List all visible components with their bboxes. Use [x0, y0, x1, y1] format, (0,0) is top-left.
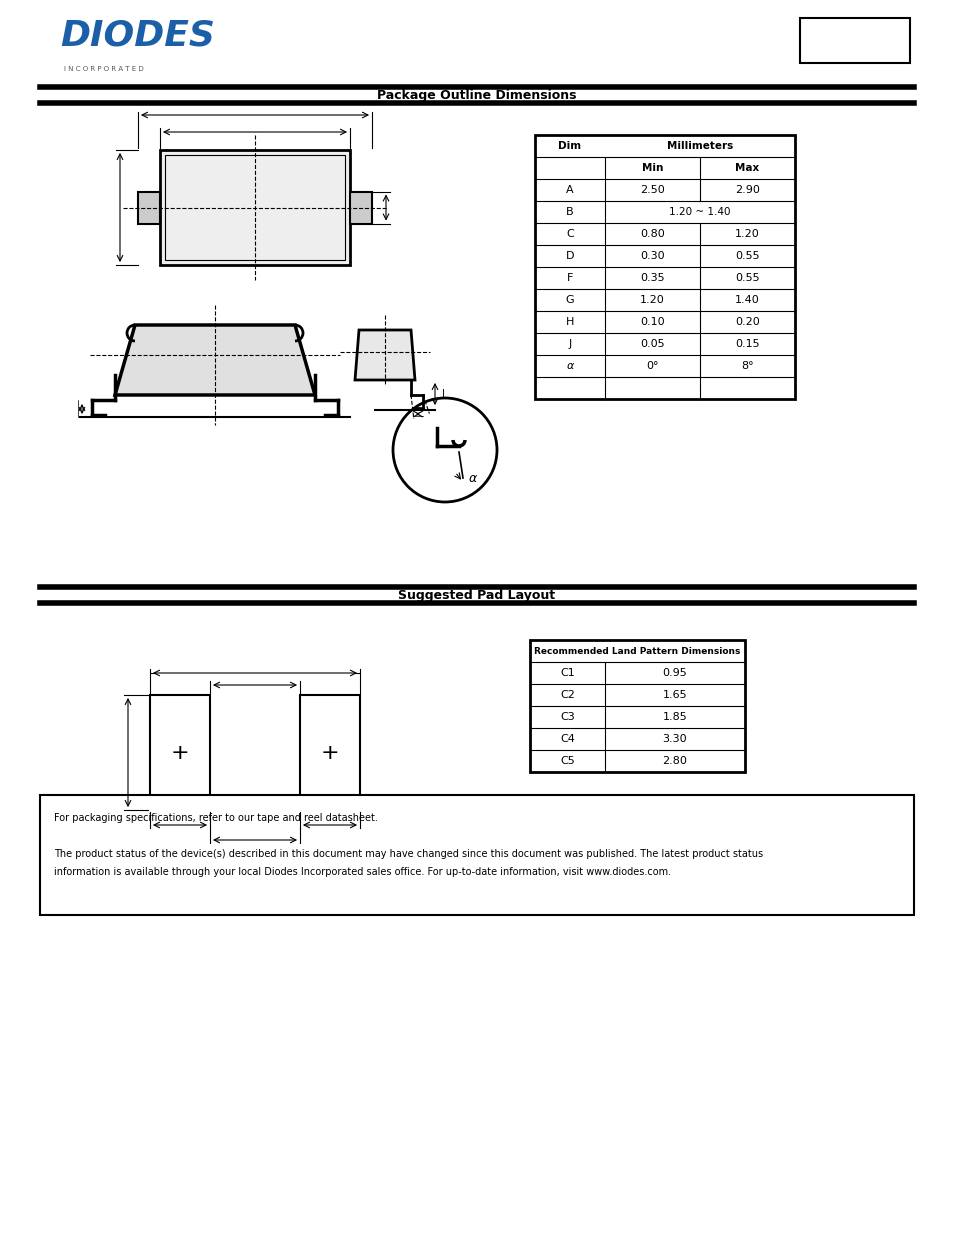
Text: Recommended Land Pattern Dimensions: Recommended Land Pattern Dimensions	[534, 646, 740, 656]
Text: J: J	[568, 338, 571, 350]
Text: 0.05: 0.05	[639, 338, 664, 350]
Polygon shape	[115, 325, 314, 395]
Text: Max: Max	[735, 163, 759, 173]
Bar	[299, 695, 359, 810]
Text: 0.20: 0.20	[735, 317, 760, 327]
Text: 2.90: 2.90	[735, 185, 760, 195]
Text: 8°: 8°	[740, 361, 753, 370]
Text: 2.80: 2.80	[662, 756, 687, 766]
Text: α: α	[469, 472, 476, 484]
Text: 1.20: 1.20	[639, 295, 664, 305]
Text: 0.35: 0.35	[639, 273, 664, 283]
Bar	[530, 640, 744, 772]
Text: F: F	[566, 273, 573, 283]
Bar	[165, 156, 345, 261]
Text: Package Outline Dimensions: Package Outline Dimensions	[376, 89, 577, 101]
Text: J: J	[440, 389, 443, 399]
Text: 0.15: 0.15	[735, 338, 759, 350]
Text: 1.40: 1.40	[735, 295, 760, 305]
Text: A: A	[565, 185, 573, 195]
Text: 1.65: 1.65	[662, 690, 686, 700]
Text: C5: C5	[559, 756, 575, 766]
Text: 1.20: 1.20	[735, 228, 760, 240]
Polygon shape	[355, 330, 415, 380]
Text: α: α	[566, 361, 573, 370]
Bar	[350, 191, 372, 224]
Bar	[150, 695, 210, 810]
Bar	[535, 135, 794, 399]
Text: H: H	[565, 317, 574, 327]
Bar	[800, 19, 909, 63]
Text: 0.55: 0.55	[735, 251, 759, 261]
Text: G: G	[565, 295, 574, 305]
Text: information is available through your local Diodes Incorporated sales office. Fo: information is available through your lo…	[54, 867, 670, 877]
Text: 0.80: 0.80	[639, 228, 664, 240]
Text: +: +	[171, 742, 189, 762]
Text: 0°: 0°	[645, 361, 659, 370]
Bar	[138, 191, 160, 224]
Text: 0.10: 0.10	[639, 317, 664, 327]
Bar	[160, 149, 350, 266]
Text: 0.30: 0.30	[639, 251, 664, 261]
Text: 1.20 ~ 1.40: 1.20 ~ 1.40	[669, 207, 730, 217]
Text: C: C	[565, 228, 574, 240]
Text: Dim: Dim	[558, 141, 581, 151]
Text: Min: Min	[641, 163, 662, 173]
Text: C1: C1	[559, 668, 575, 678]
Circle shape	[393, 398, 497, 501]
Text: +: +	[320, 742, 339, 762]
Text: The product status of the device(s) described in this document may have changed : The product status of the device(s) desc…	[54, 848, 762, 860]
Text: C4: C4	[559, 734, 575, 743]
Text: Millimeters: Millimeters	[666, 141, 732, 151]
Text: 2.50: 2.50	[639, 185, 664, 195]
Text: I N C O R P O R A T E D: I N C O R P O R A T E D	[64, 65, 144, 72]
Text: 1.85: 1.85	[662, 713, 687, 722]
Text: 3.30: 3.30	[662, 734, 686, 743]
Text: C2: C2	[559, 690, 575, 700]
Text: 0.95: 0.95	[662, 668, 687, 678]
Text: For packaging specifications, refer to our tape and reel datasheet.: For packaging specifications, refer to o…	[54, 813, 377, 823]
Text: Suggested Pad Layout: Suggested Pad Layout	[398, 589, 555, 601]
Text: C3: C3	[559, 713, 575, 722]
Text: D: D	[565, 251, 574, 261]
Text: DIODES: DIODES	[60, 19, 214, 52]
Text: B: B	[565, 207, 573, 217]
Text: 0.55: 0.55	[735, 273, 759, 283]
Bar	[40, 795, 913, 915]
